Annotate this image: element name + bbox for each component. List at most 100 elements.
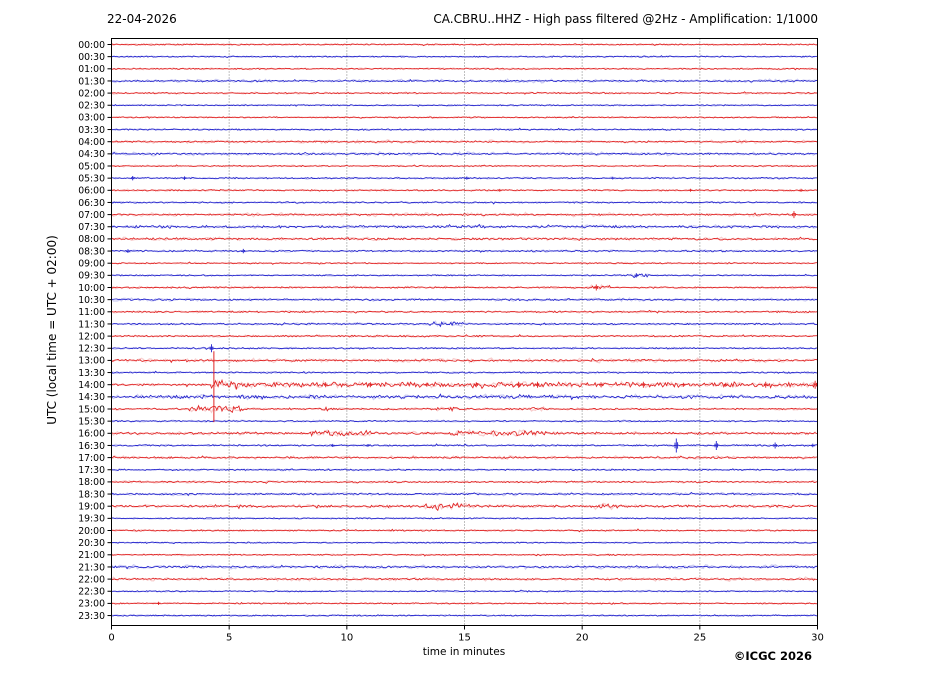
trace-fuzz-07:00 xyxy=(111,211,816,218)
event-spike xyxy=(323,382,328,388)
y-tick-label: 01:00 xyxy=(78,64,105,75)
trace-05:00 xyxy=(111,164,818,168)
trace-07:30 xyxy=(111,223,818,229)
trace-23:30 xyxy=(111,614,818,617)
copyright-label: ©ICGC 2026 xyxy=(733,649,812,663)
x-tick-label: 15 xyxy=(458,633,471,644)
y-tick-label: 19:30 xyxy=(78,514,105,525)
event-spike xyxy=(681,382,686,387)
trace-20:30 xyxy=(111,541,818,545)
trace-17:30 xyxy=(111,468,818,472)
y-tick-label: 04:30 xyxy=(78,149,105,160)
y-tick-label: 13:30 xyxy=(78,368,105,379)
trace-21:30 xyxy=(111,564,818,570)
y-tick-label: 07:30 xyxy=(78,222,105,233)
y-tick-label: 10:30 xyxy=(78,295,105,306)
trace-fuzz-09:00 xyxy=(111,261,816,265)
event-spike xyxy=(209,344,214,353)
x-tick-label: 20 xyxy=(576,633,589,644)
trace-03:30 xyxy=(111,127,818,131)
x-axis-title: time in minutes xyxy=(422,646,506,658)
trace-22:30 xyxy=(111,589,818,593)
event-spike xyxy=(799,188,803,192)
y-tick-label: 17:30 xyxy=(78,465,105,476)
trace-02:00 xyxy=(111,91,818,95)
event-spike xyxy=(465,176,469,180)
event-spike xyxy=(641,381,646,388)
trace-04:30 xyxy=(111,151,818,156)
event-spike xyxy=(811,443,815,448)
trace-15:00 xyxy=(111,404,818,414)
trace-06:00 xyxy=(111,188,818,192)
event-spike xyxy=(425,382,429,387)
plot-title: CA.CBRU..HHZ - High pass filtered @2Hz -… xyxy=(433,12,818,26)
event-spike xyxy=(611,176,615,180)
trace-09:00 xyxy=(111,261,818,265)
gridlines xyxy=(228,38,701,626)
event-spike xyxy=(182,176,187,180)
trace-11:00 xyxy=(111,309,818,314)
y-tick-label: 01:30 xyxy=(78,76,105,87)
y-tick-label: 20:00 xyxy=(78,526,105,537)
y-tick-label: 18:00 xyxy=(78,477,105,488)
trace-05:30 xyxy=(111,176,818,180)
y-tick-label: 14:00 xyxy=(78,380,105,391)
trace-08:00 xyxy=(111,236,818,241)
y-tick-label: 09:00 xyxy=(78,259,105,270)
y-tick-label: 22:30 xyxy=(78,587,105,598)
event-spike xyxy=(763,381,768,388)
y-tick-label: 18:30 xyxy=(78,489,105,500)
event-spike xyxy=(773,442,777,449)
y-tick-label: 10:00 xyxy=(78,283,105,294)
trace-07:00 xyxy=(111,212,818,217)
y-tick-label: 08:30 xyxy=(78,246,105,257)
y-tick-label: 23:00 xyxy=(78,599,105,610)
y-tick-label: 00:30 xyxy=(78,52,105,63)
trace-18:00 xyxy=(111,480,818,484)
trace-10:30 xyxy=(111,298,818,302)
trace-12:30 xyxy=(111,346,818,350)
trace-23:00 xyxy=(111,601,818,605)
x-tick-label: 25 xyxy=(693,633,706,644)
trace-12:00 xyxy=(111,333,818,338)
event-spike xyxy=(516,381,521,388)
event-spike xyxy=(498,188,502,192)
y-tick-label: 22:00 xyxy=(78,574,105,585)
y-tick-label: 12:00 xyxy=(78,331,105,342)
y-tick-label: 20:30 xyxy=(78,538,105,549)
y-tick-label: 05:00 xyxy=(78,161,105,172)
y-tick-label: 09:30 xyxy=(78,271,105,282)
y-tick-label: 04:00 xyxy=(78,137,105,148)
y-tick-label: 15:30 xyxy=(78,416,105,427)
trace-04:00 xyxy=(111,140,818,144)
trace-00:00 xyxy=(111,43,818,47)
date-label: 22-04-2026 xyxy=(107,12,177,26)
trace-18:30 xyxy=(111,491,818,497)
traces xyxy=(110,42,818,618)
trace-22:00 xyxy=(111,577,818,581)
trace-19:00 xyxy=(111,502,818,512)
x-tick-label: 30 xyxy=(811,633,824,644)
y-tick-label: 02:30 xyxy=(78,101,105,112)
trace-10:00 xyxy=(111,284,818,290)
trace-fuzz-13:00 xyxy=(111,357,816,364)
y-tick-label: 21:30 xyxy=(78,562,105,573)
y-tick-label: 02:00 xyxy=(78,88,105,99)
y-tick-label: 08:00 xyxy=(78,234,105,245)
trace-13:00 xyxy=(111,357,818,364)
event-spike xyxy=(634,273,639,278)
event-spike xyxy=(366,444,370,447)
y-tick-label: 23:30 xyxy=(78,611,105,622)
x-tick-label: 10 xyxy=(340,633,353,644)
trace-19:30 xyxy=(111,517,818,520)
trace-20:00 xyxy=(111,528,818,533)
event-spike xyxy=(674,438,679,453)
trace-06:30 xyxy=(111,201,818,205)
trace-17:00 xyxy=(111,455,818,460)
y-tick-label: 16:00 xyxy=(78,429,105,440)
trace-03:00 xyxy=(111,115,818,119)
trace-11:30 xyxy=(111,321,818,328)
event-spike xyxy=(792,211,796,219)
trace-15:30 xyxy=(111,419,818,423)
